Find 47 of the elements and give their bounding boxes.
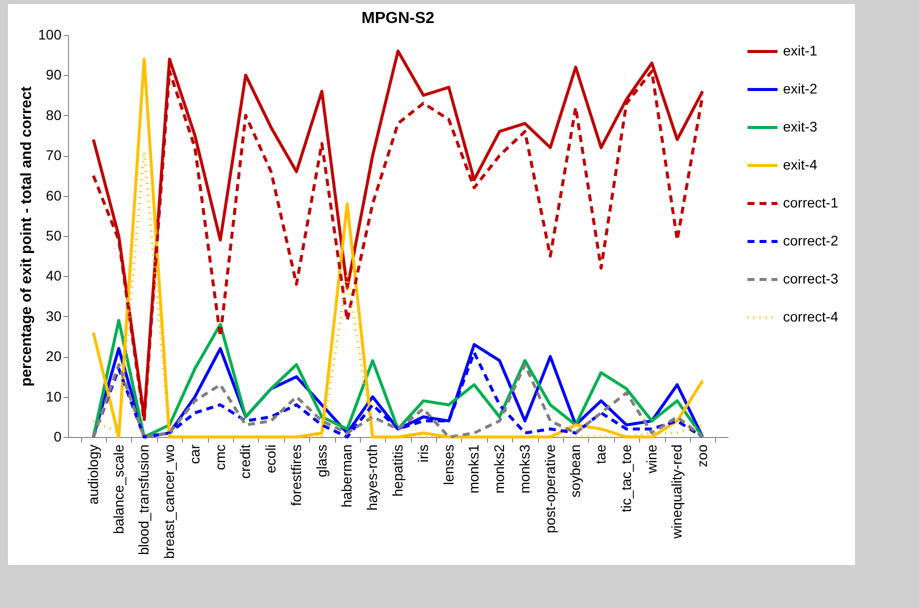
legend-label: exit-4 bbox=[783, 156, 818, 172]
chart-title: MPGN-S2 bbox=[362, 10, 435, 27]
x-tick-label: tae bbox=[592, 444, 609, 464]
x-tick-label: cmc bbox=[212, 444, 228, 470]
legend-label: correct-3 bbox=[783, 270, 838, 286]
x-tick-label: tic_tac_toe bbox=[618, 444, 634, 512]
y-tick-label: 0 bbox=[54, 428, 62, 444]
x-tick-label: hayes-roth bbox=[364, 444, 380, 511]
y-tick-label: 60 bbox=[46, 187, 62, 204]
x-tick-label: credit bbox=[237, 444, 254, 479]
y-tick-label: 20 bbox=[46, 348, 62, 364]
x-tick-label: audiology bbox=[84, 444, 101, 504]
x-tick-label: glass bbox=[313, 444, 330, 478]
x-tick-label: monks2 bbox=[491, 444, 508, 494]
legend-label: correct-1 bbox=[783, 194, 838, 210]
x-tick-label: hepatitis bbox=[390, 444, 406, 497]
y-tick-label: 90 bbox=[46, 66, 62, 83]
y-tick-label: 100 bbox=[38, 26, 62, 42]
x-tick-label: balance_scale bbox=[110, 444, 126, 534]
legend-label: exit-3 bbox=[783, 118, 818, 134]
x-tick-label: zoo bbox=[694, 444, 710, 468]
y-tick-label: 80 bbox=[46, 106, 62, 123]
x-tick-label: ecoli bbox=[262, 444, 279, 474]
y-tick-label: 50 bbox=[46, 228, 62, 244]
x-tick-label: breast_cancer_wo bbox=[161, 444, 178, 559]
x-tick-label: haberman bbox=[338, 444, 355, 508]
x-tick-label: soybean bbox=[567, 444, 584, 498]
x-tick-label: monks1 bbox=[466, 444, 482, 494]
x-tick-label: iris bbox=[414, 444, 431, 462]
y-axis-title: percentage of exit point - total and correct bbox=[18, 86, 36, 387]
legend-label: exit-2 bbox=[783, 80, 818, 96]
x-tick-label: wine bbox=[643, 444, 660, 474]
y-tick-label: 40 bbox=[46, 268, 62, 284]
line-series bbox=[92, 318, 704, 438]
x-tick-label: blood_transfusion bbox=[136, 444, 152, 556]
x-tick-label: lenses bbox=[440, 444, 456, 485]
y-tick-label: 10 bbox=[46, 388, 62, 404]
x-tick-label: winequality-red bbox=[668, 444, 685, 540]
x-tick-label: monks3 bbox=[516, 444, 532, 494]
x-tick-label: car bbox=[186, 444, 202, 464]
legend-label: correct-4 bbox=[783, 308, 838, 324]
legend-label: exit-1 bbox=[783, 42, 818, 58]
y-tick-label: 70 bbox=[46, 147, 62, 164]
legend-label: correct-2 bbox=[783, 232, 838, 248]
y-tick-label: 30 bbox=[46, 308, 62, 324]
x-tick-label: post-operative bbox=[542, 444, 558, 534]
x-tick-label: forestfires bbox=[288, 444, 304, 506]
